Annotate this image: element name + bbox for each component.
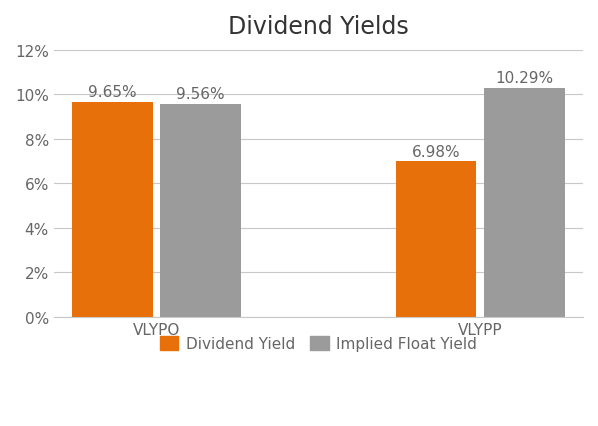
Text: 9.65%: 9.65% [89,85,137,100]
Bar [72,103,153,317]
Bar [160,105,241,317]
Legend: Dividend Yield, Implied Float Yield: Dividend Yield, Implied Float Yield [154,330,483,357]
Text: 9.56%: 9.56% [176,87,225,102]
Text: 6.98%: 6.98% [411,144,460,159]
Title: Dividend Yields: Dividend Yields [228,15,409,39]
Bar [484,89,565,317]
Text: 10.29%: 10.29% [495,71,553,86]
Bar [395,162,477,317]
